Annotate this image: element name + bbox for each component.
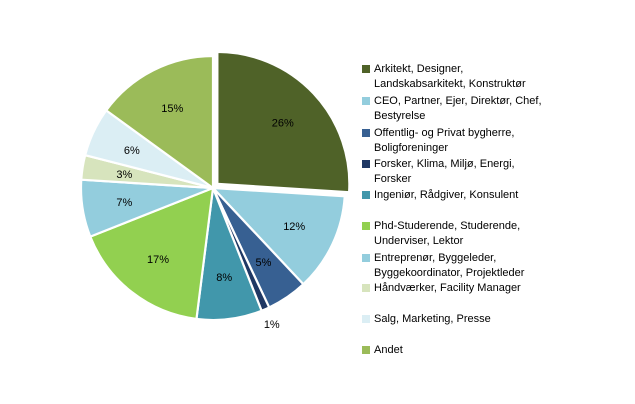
pie-data-label: 15%	[161, 103, 183, 115]
pie-slice	[105, 54, 215, 190]
pie-data-label: 12%	[283, 221, 305, 233]
pie-data-label: 17%	[147, 254, 169, 266]
pie-slice	[216, 50, 351, 194]
pie-slices	[79, 50, 351, 322]
pie-slice	[211, 186, 346, 286]
pie-data-label: 26%	[272, 117, 294, 129]
pie-data-label: 5%	[255, 257, 271, 269]
pie-data-label: 7%	[116, 197, 132, 209]
pie-data-label: 3%	[116, 169, 132, 181]
pie-data-label: 8%	[216, 272, 232, 284]
pie-slice	[89, 186, 215, 321]
pie-data-labels: 26% 12% 5% 1% 8% 17% 7% 3% 6% 15%	[116, 103, 305, 331]
pie-data-label: 6%	[124, 145, 140, 157]
pie-data-label: 1%	[264, 319, 280, 331]
